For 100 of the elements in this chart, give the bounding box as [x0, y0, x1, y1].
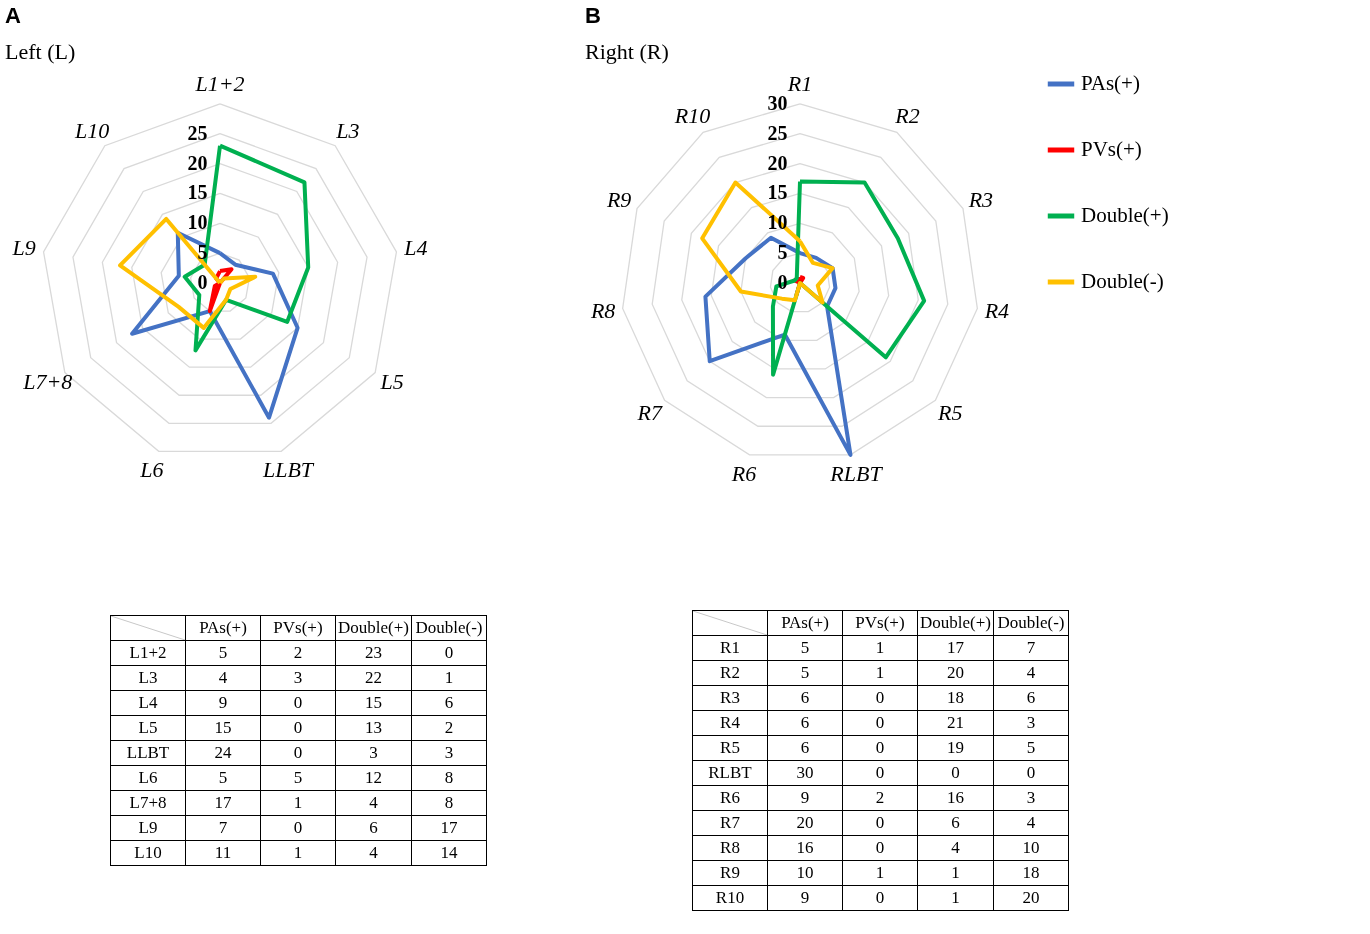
data-label: 9: [767, 885, 843, 911]
y-tick-label: 20: [767, 151, 788, 174]
spoke-label: R4: [983, 298, 1010, 324]
data-label: 1: [260, 840, 336, 866]
data-label: 13: [335, 715, 412, 741]
spoke-label: R8: [589, 298, 616, 324]
category-label: R8: [692, 835, 768, 861]
data-label: 6: [917, 810, 994, 836]
data-label: 6: [767, 735, 843, 761]
legend-label: PVs(+): [260, 615, 336, 641]
y-tick-label: 15: [767, 181, 788, 204]
data-label: 8: [411, 790, 487, 816]
spoke-label: R1: [786, 71, 813, 97]
data-label: 17: [411, 815, 487, 841]
spoke-label: R6: [730, 460, 757, 486]
data-label: 1: [842, 635, 918, 661]
category-label: LLBT: [110, 740, 186, 766]
data-label: 16: [917, 785, 994, 811]
data-label: 7: [993, 635, 1069, 661]
data-label: 22: [335, 665, 412, 691]
spoke-label: L7+8: [22, 369, 73, 395]
y-tick-label: 20: [187, 151, 208, 174]
category-label: L6: [110, 765, 186, 791]
data-label: 4: [335, 840, 412, 866]
legend-label: Double(+): [917, 610, 994, 636]
data-label: 0: [842, 685, 918, 711]
category-label: L3: [110, 665, 186, 691]
spoke-label: R9: [605, 187, 632, 213]
spoke-label: L1+2: [194, 71, 245, 97]
data-label: 1: [917, 860, 994, 886]
legend-label: Double(+): [1081, 203, 1169, 227]
legend-label: PVs(+): [842, 610, 918, 636]
y-tick-label: 5: [777, 241, 788, 264]
data-label: 24: [185, 740, 261, 766]
data-label: 18: [993, 860, 1069, 886]
data-label: 19: [917, 735, 994, 761]
category-label: L4: [110, 690, 186, 716]
data-label: 3: [993, 710, 1069, 736]
legend-label: Double(-): [993, 610, 1069, 636]
data-label: 6: [993, 685, 1069, 711]
category-label: R4: [692, 710, 768, 736]
category-label: R10: [692, 885, 768, 911]
data-label: 1: [260, 790, 336, 816]
data-label: 6: [767, 685, 843, 711]
legend-label: Double(-): [411, 615, 487, 641]
legend-label: PVs(+): [1081, 137, 1142, 161]
spoke-label: LLBT: [261, 456, 315, 482]
data-label: 7: [185, 815, 261, 841]
category-label: R1: [692, 635, 768, 661]
category-label: L10: [110, 840, 186, 866]
data-label: 20: [993, 885, 1069, 911]
chart-subtitle: Left (L): [5, 39, 76, 64]
data-label: 0: [842, 885, 918, 911]
data-label: 9: [767, 785, 843, 811]
data-label: 3: [260, 665, 336, 691]
y-tick-label: 25: [187, 121, 208, 144]
y-tick-label: 15: [187, 181, 208, 204]
spoke-label: RLBT: [829, 460, 884, 486]
category-label: R6: [692, 785, 768, 811]
data-label: 6: [335, 815, 412, 841]
spoke-label: L6: [139, 456, 164, 482]
spoke-label: L10: [74, 117, 110, 143]
spoke-label: L4: [403, 235, 428, 261]
data-label: 0: [260, 715, 336, 741]
category-label: R7: [692, 810, 768, 836]
data-label: 6: [767, 710, 843, 736]
data-label: 1: [411, 665, 487, 691]
category-label: L9: [110, 815, 186, 841]
data-label: 5: [993, 735, 1069, 761]
data-label: 16: [767, 835, 843, 861]
spoke-label: L9: [11, 235, 36, 261]
data-label: 9: [185, 690, 261, 716]
data-label: 2: [260, 640, 336, 666]
data-label: 1: [842, 860, 918, 886]
data-label: 1: [917, 885, 994, 911]
data-label: 0: [260, 690, 336, 716]
data-label: 2: [411, 715, 487, 741]
data-label: 17: [185, 790, 261, 816]
data-label: 5: [260, 765, 336, 791]
category-label: L1+2: [110, 640, 186, 666]
data-label: 21: [917, 710, 994, 736]
data-label: 0: [842, 835, 918, 861]
data-label: 3: [411, 740, 487, 766]
legend-label: Double(-): [1081, 269, 1164, 293]
legend-label: PAs(+): [1081, 71, 1140, 95]
data-label: 0: [260, 815, 336, 841]
spoke-label: L5: [379, 369, 404, 395]
data-label: 11: [185, 840, 261, 866]
category-label: R2: [692, 660, 768, 686]
data-label: 4: [993, 810, 1069, 836]
category-label: L7+8: [110, 790, 186, 816]
spoke-label: R3: [967, 187, 994, 213]
data-label: 12: [335, 765, 412, 791]
data-label: 0: [842, 735, 918, 761]
legend-label: PAs(+): [767, 610, 843, 636]
spoke-label: L3: [335, 117, 360, 143]
spoke-label: R2: [894, 102, 920, 128]
data-label: 4: [917, 835, 994, 861]
y-tick-label: 0: [197, 271, 208, 293]
data-label: 0: [993, 760, 1069, 786]
